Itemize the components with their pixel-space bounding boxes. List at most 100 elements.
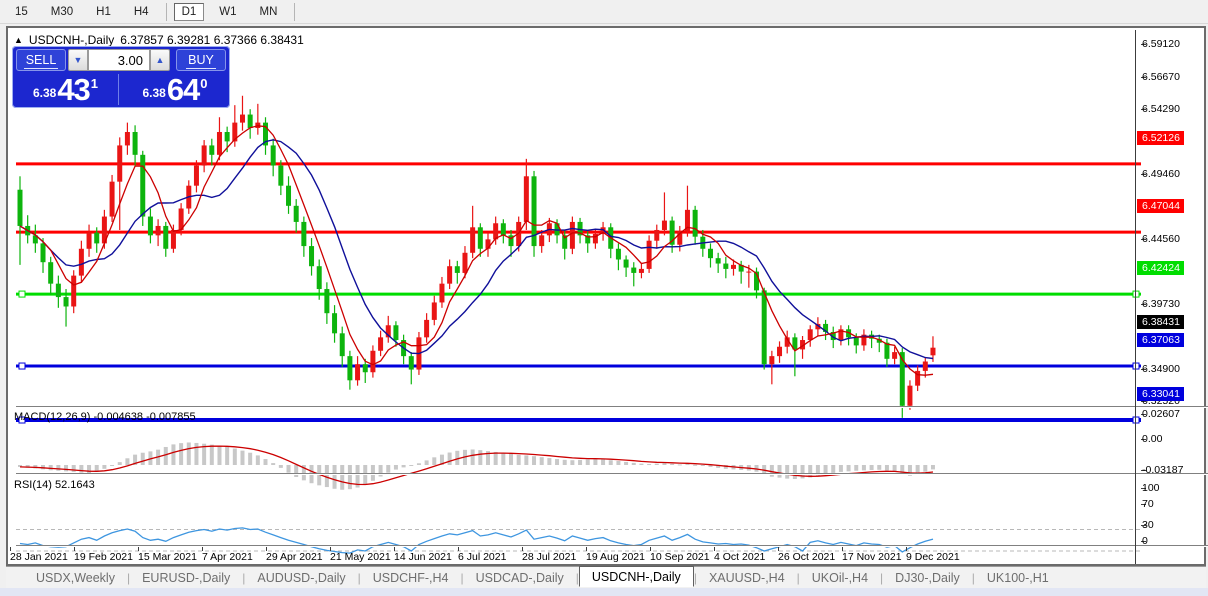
candle-body <box>754 271 760 291</box>
macd-bar <box>163 446 168 465</box>
macd-tick-mark <box>1141 469 1146 471</box>
macd-bar <box>846 465 851 472</box>
candle-body <box>892 352 898 359</box>
date-label: 28 Jan 2021 <box>10 551 68 563</box>
macd-bar <box>869 465 874 470</box>
macd-bar <box>677 464 682 466</box>
chart-tab-ukoil-h4[interactable]: UKOil-,H4 <box>811 570 869 585</box>
candle-body <box>631 267 637 273</box>
candle-body <box>838 329 844 341</box>
chart-tab-usdcnh-daily[interactable]: USDCNH-,Daily <box>578 566 694 587</box>
chart-tab-eurusd-daily[interactable]: EURUSD-,Daily <box>142 570 231 585</box>
hline-handle <box>1132 290 1140 298</box>
rsi-tick-mark <box>1141 524 1146 526</box>
candle-body <box>646 240 652 269</box>
rsi-tick-label: 0 <box>1142 535 1148 547</box>
macd-bar <box>639 463 644 465</box>
ask-price-pips: 64 <box>166 72 200 107</box>
pane-separator[interactable] <box>16 473 1208 475</box>
macd-bar <box>340 465 345 490</box>
bid-price-button[interactable]: 6.38 43 1 <box>13 74 119 105</box>
timeframe-button-MN[interactable]: MN <box>259 5 278 18</box>
candle-body <box>347 356 353 381</box>
date-tick-mark <box>74 547 75 551</box>
macd-bar <box>900 465 905 475</box>
macd-bar <box>884 465 889 471</box>
timeframe-button-M30[interactable]: M30 <box>50 5 74 18</box>
price-badge-6.38431: 6.38431 <box>1137 314 1184 329</box>
ask-price-button[interactable]: 6.38 64 0 <box>122 74 228 105</box>
chart-tab-usdx-weekly[interactable]: USDX,Weekly <box>36 570 115 585</box>
candle-body <box>846 329 852 338</box>
timeframe-button-D1[interactable]: D1 <box>173 2 205 21</box>
macd-bar <box>662 463 667 465</box>
candle-body <box>784 337 790 347</box>
candle-body <box>615 248 621 260</box>
chart-tab-uk100-h1[interactable]: UK100-,H1 <box>986 570 1049 585</box>
price-tick-label: 6.44560 <box>1142 233 1180 246</box>
macd-bar <box>808 465 813 478</box>
date-label: 10 Sep 2021 <box>650 551 710 563</box>
macd-bar <box>892 465 897 472</box>
candle-body <box>800 340 806 350</box>
tab-divider: | <box>880 570 884 585</box>
macd-tick-label: 0.00 <box>1142 433 1163 445</box>
volume-decrease-button[interactable]: ▼ <box>68 49 88 71</box>
candle-body <box>493 223 499 240</box>
price-badge-6.33041: 6.33041 <box>1137 387 1184 401</box>
candle-body <box>324 289 330 314</box>
date-tick-mark <box>330 547 331 551</box>
buy-button[interactable]: BUY <box>176 49 226 71</box>
timeframe-button-H1[interactable]: H1 <box>96 5 111 18</box>
timeframe-button-15[interactable]: 15 <box>15 5 28 18</box>
volume-increase-button[interactable]: ▲ <box>150 49 170 71</box>
pane-separator[interactable] <box>16 545 1208 547</box>
chart-tab-dj30-daily[interactable]: DJ30-,Daily <box>895 570 960 585</box>
date-label: 15 Mar 2021 <box>138 551 197 563</box>
candle-body <box>577 221 583 236</box>
macd-bar <box>685 464 690 466</box>
candle-body <box>562 235 568 249</box>
date-label: 29 Apr 2021 <box>266 551 323 563</box>
timeframe-button-W1[interactable]: W1 <box>219 5 237 18</box>
chart-tab-xauusd-h4[interactable]: XAUUSD-,H4 <box>708 570 785 585</box>
macd-bar <box>708 465 713 467</box>
chart-tab-audusd-daily[interactable]: AUDUSD-,Daily <box>257 570 346 585</box>
candle-body <box>592 234 598 244</box>
macd-bar <box>294 465 299 477</box>
macd-bar <box>930 465 935 470</box>
main-price-chart[interactable] <box>16 56 1141 432</box>
macd-bar <box>355 465 360 488</box>
ma-slow-line <box>19 139 934 360</box>
chart-tab-usdcad-daily[interactable]: USDCAD-,Daily <box>475 570 564 585</box>
macd-bar <box>240 450 245 465</box>
date-tick-mark <box>778 547 779 551</box>
rsi-tick-label: 100 <box>1142 481 1160 494</box>
macd-bar <box>485 451 490 465</box>
chart-symbol-period: USDCNH-,Daily <box>28 33 115 47</box>
price-axis-divider <box>1135 30 1136 564</box>
candle-body <box>431 302 437 320</box>
macd-bar <box>125 458 130 465</box>
candle-body <box>715 258 721 264</box>
macd-signal-value: -0.007855 <box>146 411 196 423</box>
macd-indicator-pane[interactable] <box>16 434 1141 499</box>
timeframe-button-H4[interactable]: H4 <box>133 5 149 18</box>
candle-body <box>216 132 222 155</box>
pane-separator[interactable] <box>16 406 1208 408</box>
candle-body <box>922 361 928 371</box>
candle-body <box>355 364 361 381</box>
macd-bar <box>148 451 153 465</box>
candle-body <box>730 264 736 269</box>
candle-body <box>539 235 545 247</box>
sell-button[interactable]: SELL <box>16 49 66 71</box>
volume-input[interactable] <box>88 49 150 71</box>
chart-tab-usdchf-h4[interactable]: USDCHF-,H4 <box>372 570 449 585</box>
price-tick-mark <box>1141 44 1146 45</box>
macd-bar <box>693 464 698 466</box>
candle-body <box>669 220 675 245</box>
macd-bar <box>670 463 675 465</box>
date-tick-mark <box>266 547 267 551</box>
macd-bar <box>416 463 421 465</box>
candle-body <box>585 235 591 244</box>
